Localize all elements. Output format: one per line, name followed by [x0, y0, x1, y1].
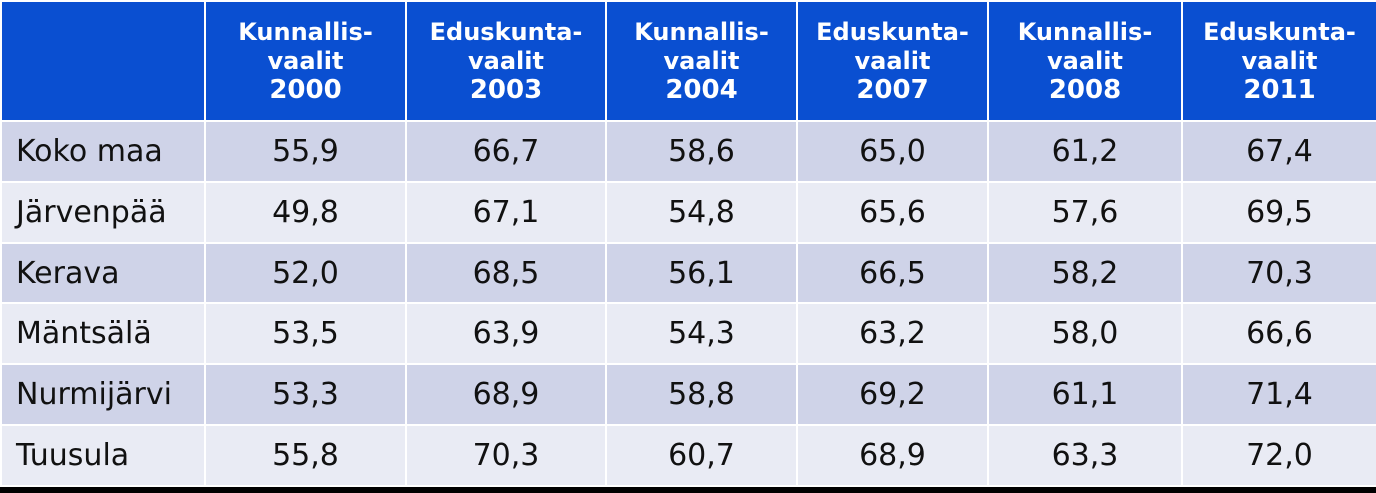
table-row: Nurmijärvi 53,3 68,9 58,8 69,2 61,1 71,4 [0, 363, 1376, 427]
table-row: Koko maa 55,9 66,7 58,6 65,0 61,2 67,4 [0, 120, 1376, 183]
column-header: Kunnallis- vaalit 2000 [204, 0, 407, 122]
column-header-line1: Kunnallis- [634, 17, 769, 46]
value-cell: 55,8 [204, 424, 407, 487]
value-cell: 72,0 [1181, 424, 1376, 487]
value-cell: 68,9 [405, 363, 607, 427]
value-cell: 71,4 [1181, 363, 1376, 427]
value-cell: 58,8 [605, 363, 798, 427]
value-cell: 65,0 [796, 120, 989, 183]
column-header: Eduskunta- vaalit 2003 [405, 0, 607, 122]
row-name: Mäntsälä [0, 302, 206, 366]
value-cell: 55,9 [204, 120, 407, 183]
column-header-year: 2004 [665, 74, 738, 105]
value-cell: 58,0 [987, 302, 1183, 366]
table-header: Kunnallis- vaalit 2000 Eduskunta- vaalit… [0, 0, 1376, 122]
value-cell: 60,7 [605, 424, 798, 487]
value-cell: 61,2 [987, 120, 1183, 183]
value-cell: 63,9 [405, 302, 607, 366]
column-header-line1: Kunnallis- [238, 17, 373, 46]
column-header: Eduskunta- vaalit 2007 [796, 0, 989, 122]
table-row: Mäntsälä 53,5 63,9 54,3 63,2 58,0 66,6 [0, 302, 1376, 366]
table-row: Kerava 52,0 68,5 56,1 66,5 58,2 70,3 [0, 241, 1376, 305]
column-header-line2: vaalit [854, 46, 931, 75]
value-cell: 54,3 [605, 302, 798, 366]
value-cell: 66,5 [796, 241, 989, 305]
value-cell: 63,2 [796, 302, 989, 366]
value-cell: 69,5 [1181, 180, 1376, 244]
row-name: Kerava [0, 241, 206, 305]
column-header-line1: Eduskunta- [1203, 17, 1356, 46]
header-row: Kunnallis- vaalit 2000 Eduskunta- vaalit… [0, 0, 1376, 122]
column-header-year: 2008 [1048, 74, 1122, 105]
value-cell: 57,6 [987, 180, 1183, 244]
column-header-year: 2007 [856, 74, 929, 105]
value-cell: 56,1 [605, 241, 798, 305]
column-header-line1: Eduskunta- [816, 17, 969, 46]
column-header-line2: vaalit [267, 46, 344, 75]
column-header-year: 2000 [269, 74, 342, 105]
value-cell: 63,3 [987, 424, 1183, 487]
column-header-line1: Eduskunta- [429, 17, 583, 46]
column-header: Kunnallis- vaalit 2004 [605, 0, 798, 122]
value-cell: 70,3 [405, 424, 607, 487]
row-name: Tuusula [0, 424, 206, 487]
value-cell: 65,6 [796, 180, 989, 244]
value-cell: 66,6 [1181, 302, 1376, 366]
column-header-line2: vaalit [1047, 46, 1123, 75]
value-cell: 61,1 [987, 363, 1183, 427]
value-cell: 68,9 [796, 424, 989, 487]
column-header: Eduskunta- vaalit 2011 [1181, 0, 1376, 122]
value-cell: 58,6 [605, 120, 798, 183]
table-row: Tuusula 55,8 70,3 60,7 68,9 63,3 72,0 [0, 424, 1376, 487]
value-cell: 68,5 [405, 241, 607, 305]
value-cell: 49,8 [204, 180, 407, 244]
row-name: Järvenpää [0, 180, 206, 244]
column-header-line2: vaalit [663, 46, 740, 75]
table-body: Koko maa 55,9 66,7 58,6 65,0 61,2 67,4 J… [0, 120, 1376, 487]
value-cell: 67,4 [1181, 120, 1376, 183]
value-cell: 66,7 [405, 120, 607, 183]
table-row: Järvenpää 49,8 67,1 54,8 65,6 57,6 69,5 [0, 180, 1376, 244]
column-header-line2: vaalit [468, 46, 544, 75]
value-cell: 70,3 [1181, 241, 1376, 305]
column-header-line1: Kunnallis- [1017, 17, 1153, 46]
column-header-year: 2003 [469, 74, 543, 105]
column-header-line2: vaalit [1241, 46, 1318, 75]
header-corner-cell [0, 0, 206, 122]
value-cell: 53,3 [204, 363, 407, 427]
value-cell: 67,1 [405, 180, 607, 244]
value-cell: 69,2 [796, 363, 989, 427]
row-name: Koko maa [0, 120, 206, 183]
column-header: Kunnallis- vaalit 2008 [987, 0, 1183, 122]
value-cell: 58,2 [987, 241, 1183, 305]
row-name: Nurmijärvi [0, 363, 206, 427]
value-cell: 54,8 [605, 180, 798, 244]
column-header-year: 2011 [1243, 74, 1316, 105]
value-cell: 53,5 [204, 302, 407, 366]
value-cell: 52,0 [204, 241, 407, 305]
